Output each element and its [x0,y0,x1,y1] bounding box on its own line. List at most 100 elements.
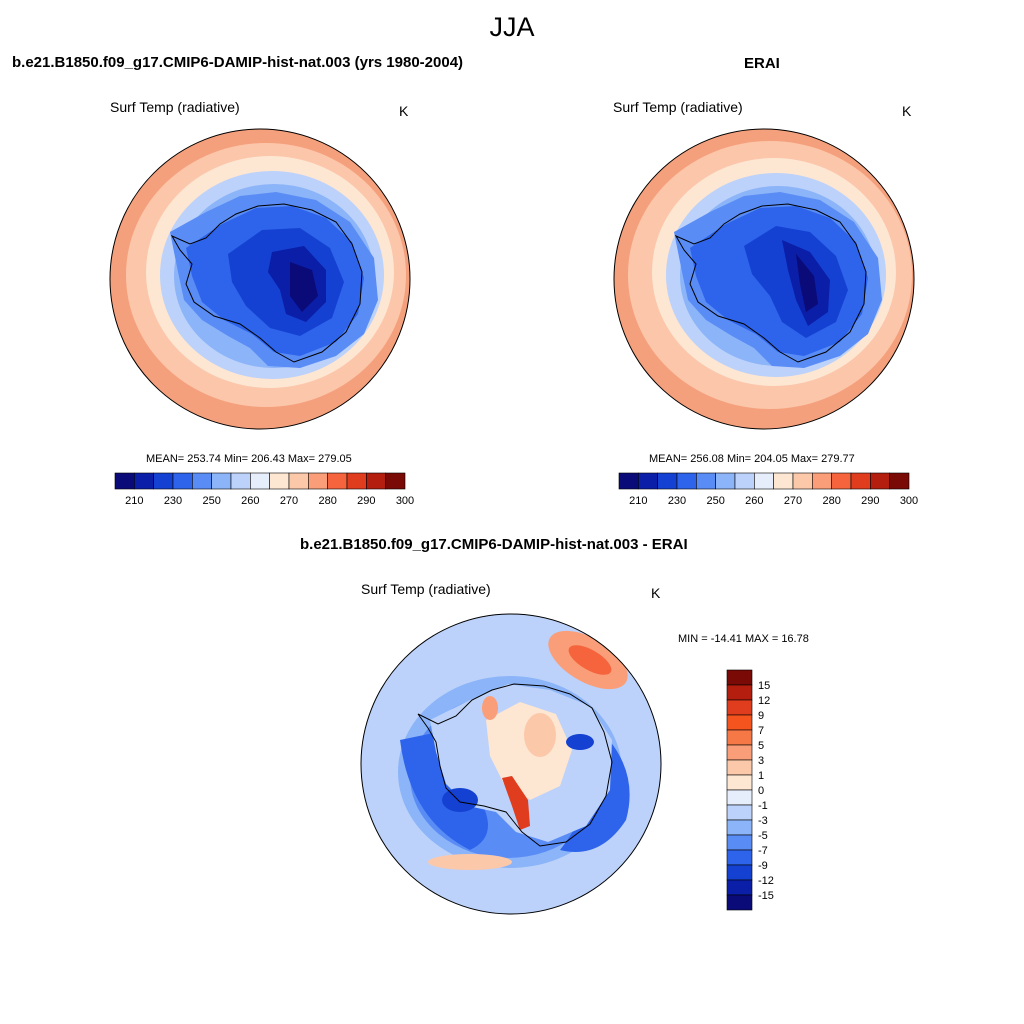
panel2-colorbar: 210 230 250 260 270 280 290 300 [618,472,918,507]
colorbar-tick-label: 1 [758,770,764,782]
colorbar-swatch [726,759,753,776]
figure-title: JJA [489,12,535,42]
colorbar-tick-label: 12 [758,695,770,707]
colorbar-swatch [638,472,658,490]
colorbar-tick-label: 210 [629,495,647,507]
colorbar-swatch [726,804,753,821]
colorbar-swatch [726,729,753,746]
colorbar-swatch [250,472,270,490]
colorbar-swatch [230,472,251,490]
colorbar-swatch [726,699,753,716]
colorbar-tick-label: 5 [758,740,764,752]
diff-warm-patch-b [482,696,498,720]
panel3-units-label: K [651,585,661,601]
colorbar-swatch [657,472,678,490]
colorbar-swatch [812,472,832,490]
panel2-variable-label: Surf Temp (radiative) [613,99,743,115]
diff-warm-anomaly-ne-core [568,645,612,675]
colorbar-swatch [134,472,154,490]
panel3-variable-label: Surf Temp (radiative) [361,581,491,597]
colorbar-tick-label: -15 [758,890,774,902]
colorbar-swatch [726,894,753,911]
diff-cold-spot-centre [442,788,478,812]
colorbar-tick-label: 3 [758,755,764,767]
diff-cold-west [400,730,488,850]
colorbar-swatch [366,472,386,490]
colorbar-tick-label: 280 [822,495,840,507]
colorbar-swatch [269,472,290,490]
colorbar-swatch [850,472,871,490]
colorbar-swatch [726,744,753,761]
colorbar-tick-label: 300 [900,495,918,507]
colorbar-swatch [831,472,852,490]
colorbar-swatch [288,472,309,490]
colorbar-tick-label: -3 [758,815,768,827]
colorbar-swatch [192,472,212,490]
colorbar-tick-label: 290 [861,495,879,507]
colorbar-swatch [153,472,174,490]
colorbar-swatch [889,472,910,490]
panel1-stats: MEAN= 253.74 Min= 206.43 Max= 279.05 [146,453,352,465]
colorbar-swatch [726,684,753,701]
diff-warm-band-south [428,854,512,870]
panel2-case-title: ERAI [744,55,780,72]
colorbar-swatch [726,879,753,896]
colorbar-tick-label: -9 [758,860,768,872]
colorbar-swatch [726,834,753,851]
panel1-colorbar: 210 230 250 260 270 280 290 300 [114,472,414,507]
coastline [170,203,363,363]
diff-warm-patch-a [524,713,556,757]
colorbar-swatch [773,472,794,490]
colorbar-tick-label: 270 [784,495,802,507]
colorbar-tick-label: 260 [745,495,763,507]
colorbar-swatch [172,472,193,490]
panel1-units-label: K [399,103,409,119]
colorbar-tick-label: 260 [241,495,259,507]
diff-warm-streak [502,776,530,830]
colorbar-swatch [726,774,753,791]
colorbar-tick-label: 9 [758,710,764,722]
diff-cold-spot-east [566,734,594,750]
colorbar-swatch [726,849,753,866]
colorbar-swatch [211,472,232,490]
panel2-units-label: K [902,103,912,119]
panel1-map [110,129,410,429]
panel3-map [361,614,661,914]
colorbar-tick-label: -1 [758,800,768,812]
colorbar-swatch [726,789,753,806]
panel3-colorbar: 15 12 9 7 5 3 1 0 -1 -3 -5 -7 -9 -12 -15 [726,669,774,911]
colorbar-swatch [726,714,753,731]
colorbar-swatch [754,472,774,490]
panel3-case-title: b.e21.B1850.f09_g17.CMIP6-DAMIP-hist-nat… [300,536,688,553]
colorbar-swatch [696,472,716,490]
panel2-map [614,129,914,429]
colorbar-swatch [114,472,135,490]
colorbar-swatch [618,472,639,490]
colorbar-tick-label: -12 [758,875,774,887]
colorbar-swatch [734,472,755,490]
colorbar-tick-label: -5 [758,830,768,842]
colorbar-swatch [726,864,753,881]
panel2-map-border [613,128,915,430]
map-band-plateau-coldest [796,254,818,312]
colorbar-tick-label: 7 [758,725,764,737]
panel1-map-border [109,128,411,430]
colorbar-swatch [676,472,697,490]
panel1-variable-label: Surf Temp (radiative) [110,99,240,115]
panel3-stats: MIN = -14.41 MAX = 16.78 [678,633,809,645]
coastline [674,203,867,363]
colorbar-swatch [792,472,813,490]
colorbar-tick-label: 250 [706,495,724,507]
panel1-case-title: b.e21.B1850.f09_g17.CMIP6-DAMIP-hist-nat… [12,54,464,71]
colorbar-swatch [726,819,753,836]
colorbar-tick-label: 230 [668,495,686,507]
colorbar-tick-label: 0 [758,785,764,797]
coastline [417,683,613,847]
colorbar-tick-label: 230 [164,495,182,507]
map-band-plateau-coldest [290,262,318,312]
colorbar-tick-label: 250 [202,495,220,507]
colorbar-swatch [870,472,890,490]
colorbar-swatch [726,669,753,686]
colorbar-swatch [346,472,367,490]
